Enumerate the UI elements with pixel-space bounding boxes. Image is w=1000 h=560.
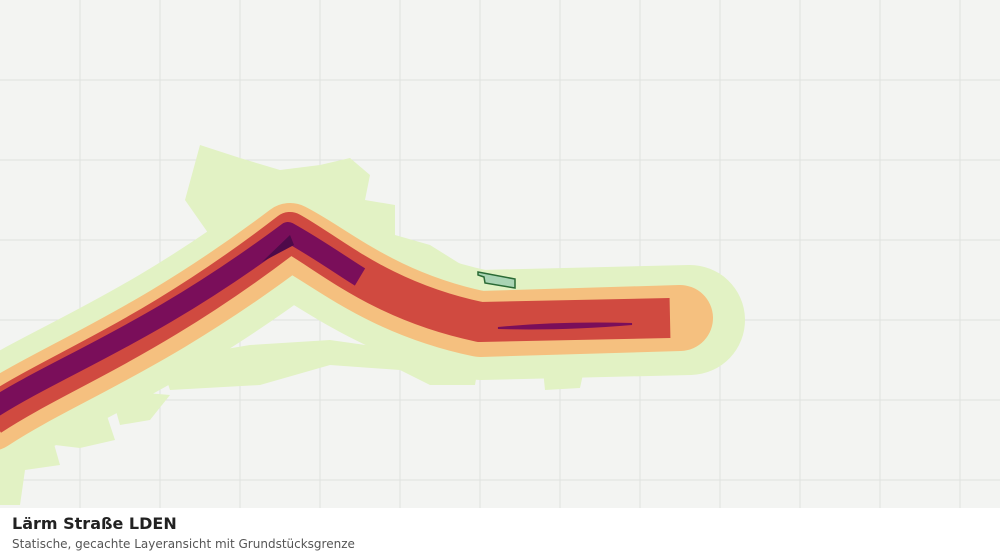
zone-blob: [160, 340, 480, 390]
noise-zone-very-high: [497, 322, 633, 330]
noise-zone-extreme: [262, 235, 294, 262]
zone-blob: [0, 430, 60, 505]
map: [0, 0, 1000, 508]
caption: Lärm Straße LDEN Statische, gecachte Lay…: [0, 508, 1000, 560]
noise-zone-very-high: [0, 222, 366, 416]
layer-title: Lärm Straße LDEN: [12, 514, 177, 533]
zone-blob: [185, 145, 555, 320]
parcel-boundary[interactable]: [477, 271, 516, 289]
zone-blob: [110, 390, 170, 425]
map-background: [0, 0, 1000, 508]
grid: [0, 0, 1000, 508]
layer-subtitle: Statische, gecachte Layeransicht mit Gru…: [12, 537, 355, 551]
